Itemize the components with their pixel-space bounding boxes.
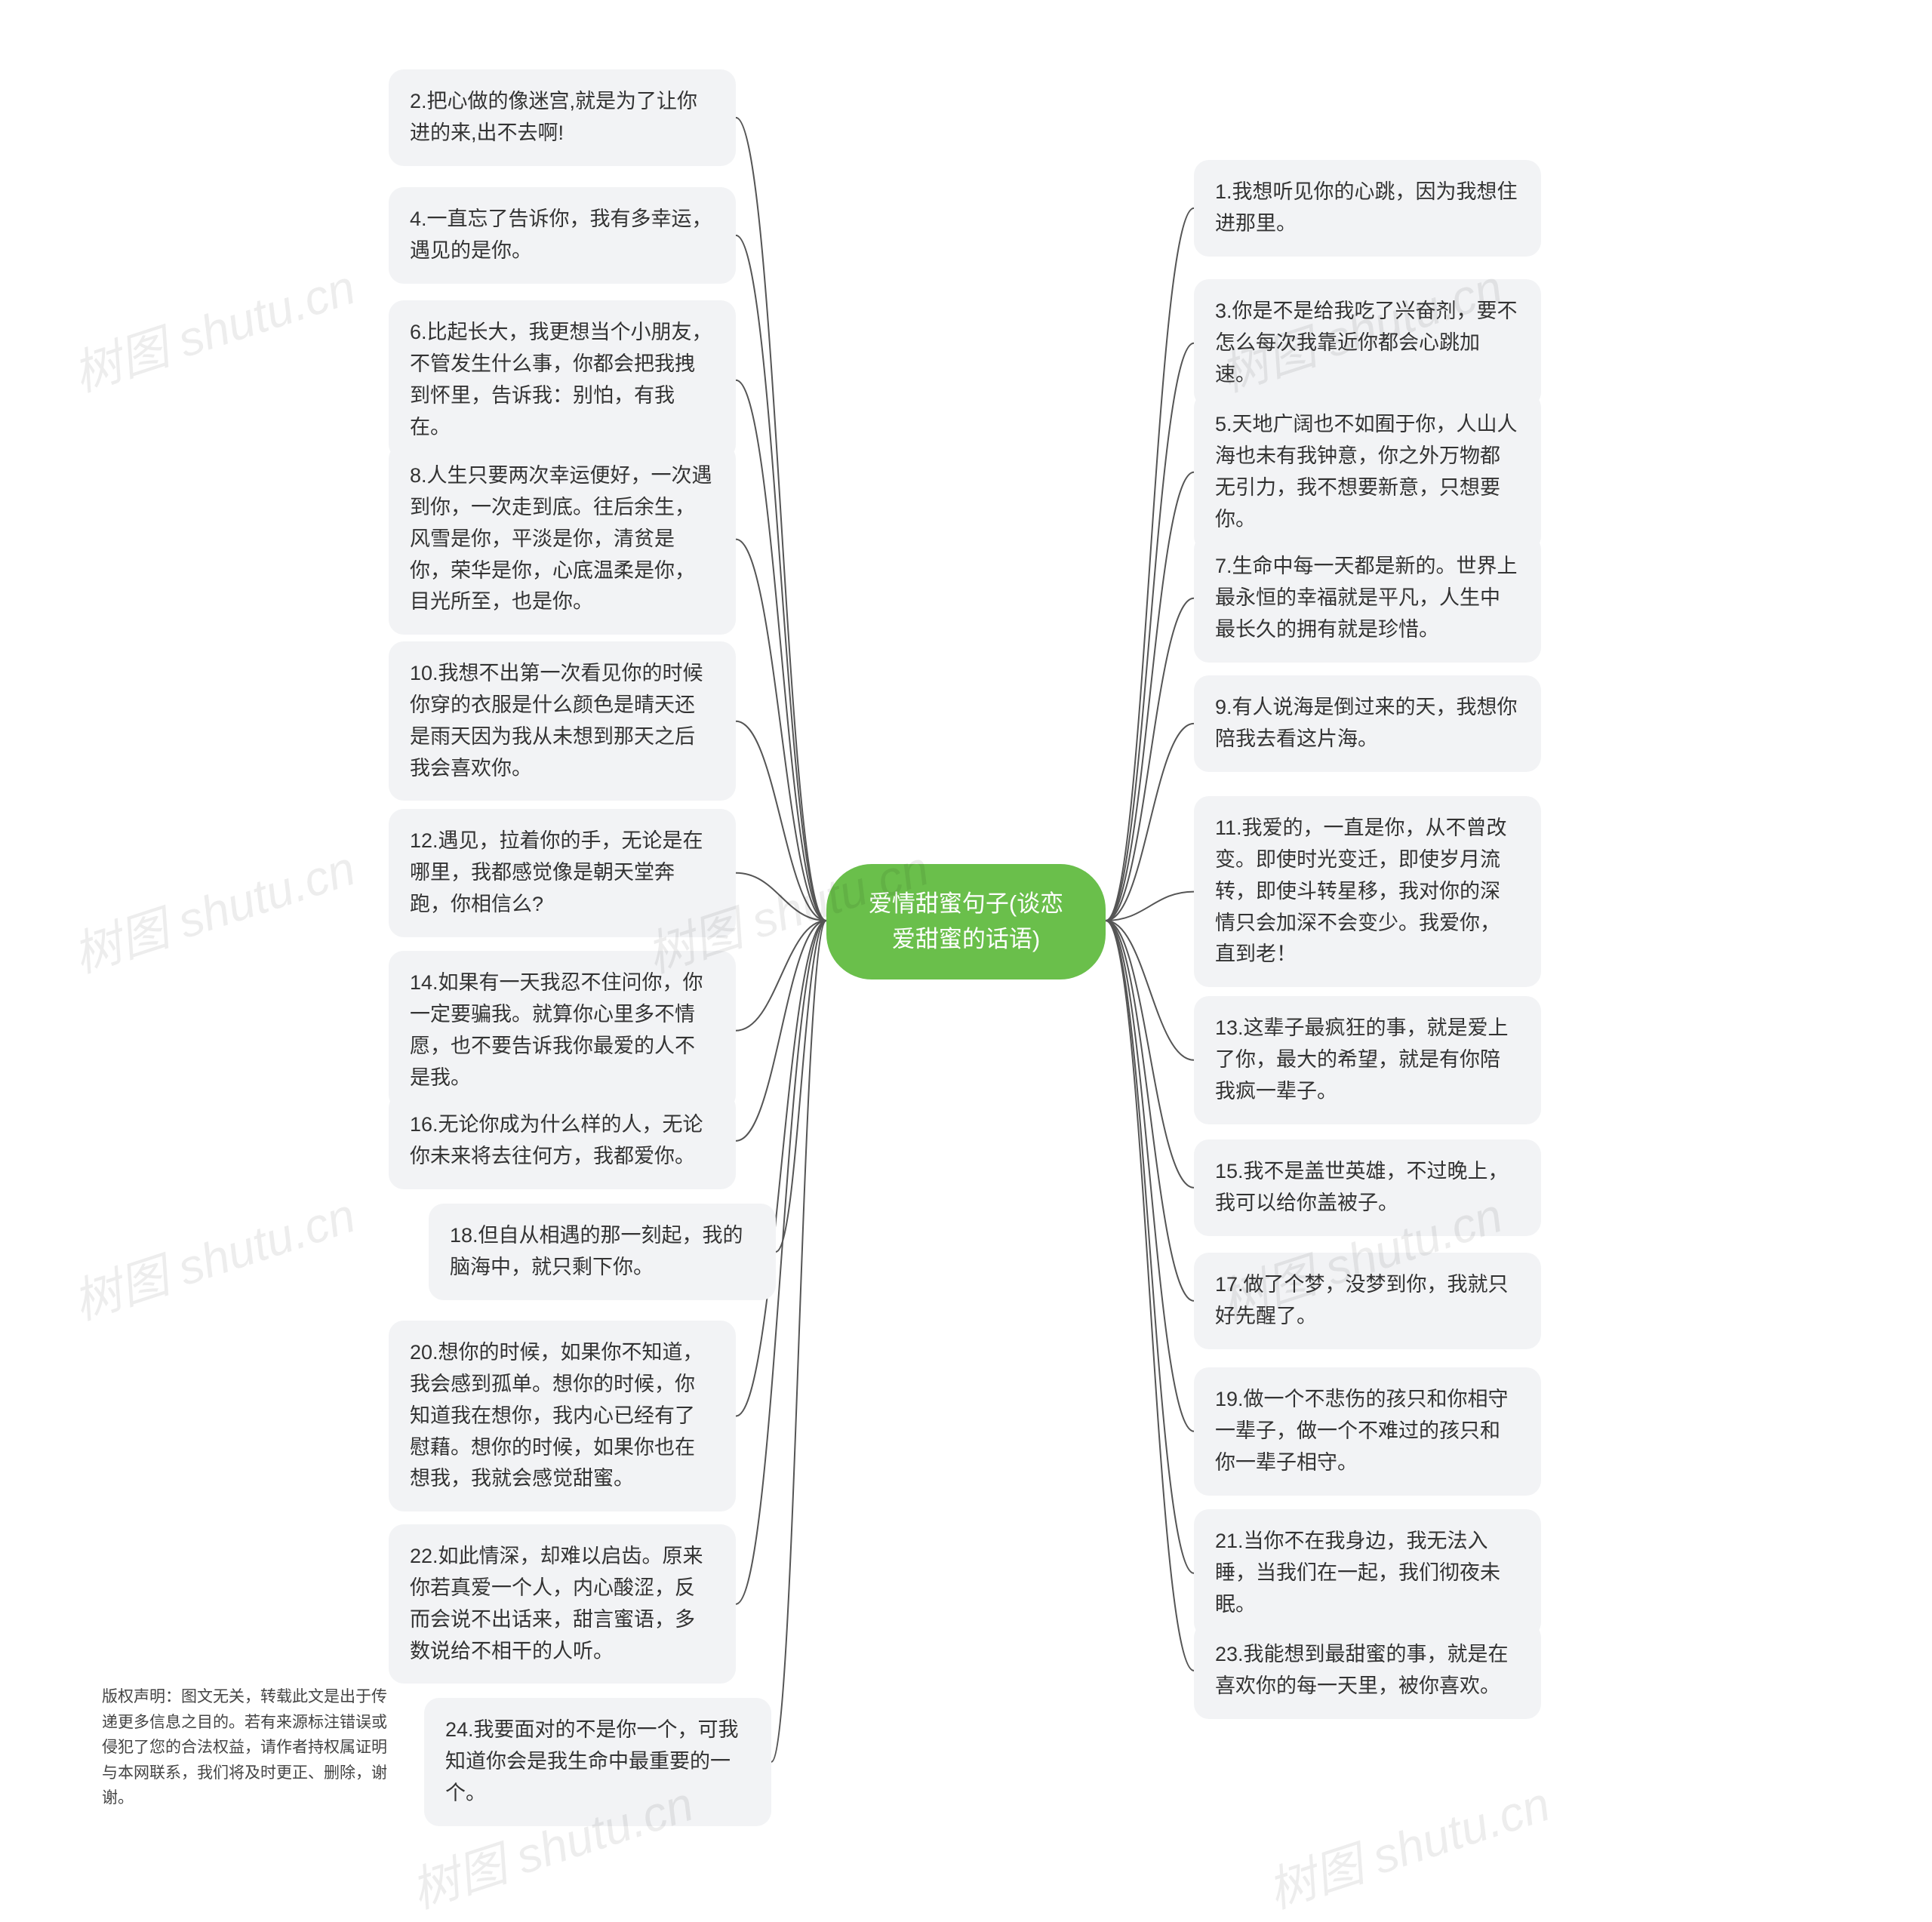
left-leaf-5[interactable]: 12.遇见，拉着你的手，无论是在哪里，我都感觉像是朝天堂奔跑，你相信么? — [389, 809, 736, 937]
left-leaf-2[interactable]: 6.比起长大，我更想当个小朋友，不管发生什么事，你都会把我拽到怀里，告诉我：别怕… — [389, 300, 736, 460]
right-leaf-8[interactable]: 17.做了个梦，没梦到你，我就只好先醒了。 — [1194, 1253, 1541, 1349]
right-leaf-2[interactable]: 5.天地广阔也不如囿于你，人山人海也未有我钟意，你之外万物都无引力，我不想要新意… — [1194, 392, 1541, 552]
left-leaf-6[interactable]: 14.如果有一天我忍不住问你，你一定要骗我。就算你心里多不情愿，也不要告诉我你最… — [389, 951, 736, 1110]
left-leaf-4[interactable]: 10.我想不出第一次看见你的时候你穿的衣服是什么颜色是晴天还是雨天因为我从未想到… — [389, 641, 736, 801]
right-leaf-10[interactable]: 21.当你不在我身边，我无法入睡，当我们在一起，我们彻夜未眠。 — [1194, 1509, 1541, 1638]
right-leaf-4[interactable]: 9.有人说海是倒过来的天，我想你陪我去看这片海。 — [1194, 675, 1541, 772]
right-leaf-0[interactable]: 1.我想听见你的心跳，因为我想住进那里。 — [1194, 160, 1541, 257]
right-leaf-3[interactable]: 7.生命中每一天都是新的。世界上最永恒的幸福就是平凡，人生中最长久的拥有就是珍惜… — [1194, 534, 1541, 663]
left-leaf-3[interactable]: 8.人生只要两次幸运便好，一次遇到你，一次走到底。往后余生，风雪是你，平淡是你，… — [389, 444, 736, 635]
center-node[interactable]: 爱情甜蜜句子(谈恋爱甜蜜的话语) — [826, 864, 1106, 979]
right-leaf-6[interactable]: 13.这辈子最疯狂的事，就是爱上了你，最大的希望，就是有你陪我疯一辈子。 — [1194, 996, 1541, 1124]
right-leaf-1[interactable]: 3.你是不是给我吃了兴奋剂，要不怎么每次我靠近你都会心跳加速。 — [1194, 279, 1541, 407]
right-leaf-7[interactable]: 15.我不是盖世英雄，不过晚上，我可以给你盖被子。 — [1194, 1139, 1541, 1236]
right-leaf-11[interactable]: 23.我能想到最甜蜜的事，就是在喜欢你的每一天里，被你喜欢。 — [1194, 1622, 1541, 1719]
left-leaf-0[interactable]: 2.把心做的像迷宫,就是为了让你进的来,出不去啊! — [389, 69, 736, 166]
left-leaf-1[interactable]: 4.一直忘了告诉你，我有多幸运，遇见的是你。 — [389, 187, 736, 284]
left-leaf-10[interactable]: 22.如此情深，却难以启齿。原来你若真爱一个人，内心酸涩，反而会说不出话来，甜言… — [389, 1524, 736, 1684]
left-leaf-9[interactable]: 20.想你的时候，如果你不知道，我会感到孤单。想你的时候，你知道我在想你，我内心… — [389, 1321, 736, 1511]
left-leaf-7[interactable]: 16.无论你成为什么样的人，无论你未来将去往何方，我都爱你。 — [389, 1093, 736, 1189]
left-leaf-11[interactable]: 24.我要面对的不是你一个，可我知道你会是我生命中最重要的一个。 — [424, 1698, 771, 1826]
right-leaf-5[interactable]: 11.我爱的，一直是你，从不曾改变。即使时光变迁，即使岁月流转，即使斗转星移，我… — [1194, 796, 1541, 987]
mindmap-canvas: 爱情甜蜜句子(谈恋爱甜蜜的话语) 2.把心做的像迷宫,就是为了让你进的来,出不去啊… — [0, 0, 1932, 1901]
left-leaf-8[interactable]: 18.但自从相遇的那一刻起，我的脑海中，就只剩下你。 — [429, 1204, 776, 1300]
right-leaf-9[interactable]: 19.做一个不悲伤的孩只和你相守一辈子，做一个不难过的孩只和你一辈子相守。 — [1194, 1367, 1541, 1496]
